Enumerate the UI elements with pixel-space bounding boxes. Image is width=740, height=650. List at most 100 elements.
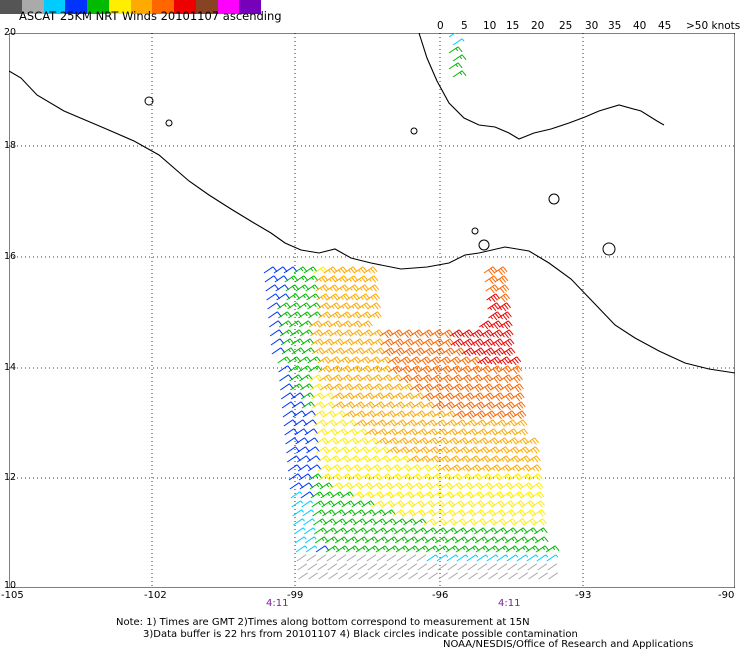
wind-barb bbox=[437, 356, 452, 366]
wind-barb bbox=[351, 401, 366, 409]
wind-barb bbox=[500, 383, 514, 393]
wind-barb bbox=[396, 446, 410, 454]
scale-swatch bbox=[0, 0, 22, 14]
wind-barb bbox=[397, 563, 408, 571]
wind-barb bbox=[546, 554, 559, 562]
wind-barb bbox=[293, 527, 306, 535]
wind-barb bbox=[445, 437, 459, 445]
wind-barb bbox=[389, 374, 403, 382]
wind-barb bbox=[465, 437, 479, 445]
wind-barb bbox=[330, 383, 344, 391]
wind-barb bbox=[416, 554, 427, 562]
wind-barb bbox=[328, 572, 338, 580]
wind-barb bbox=[345, 284, 360, 292]
island-outline bbox=[144, 96, 154, 106]
wind-barb bbox=[526, 446, 540, 454]
wind-barb bbox=[333, 266, 348, 274]
longitude-label: -105 bbox=[1, 590, 24, 601]
wind-barb bbox=[448, 365, 463, 375]
wind-barb bbox=[321, 347, 336, 355]
wind-barb bbox=[495, 284, 510, 294]
wind-barb bbox=[471, 347, 486, 357]
wind-barb bbox=[491, 401, 506, 411]
wind-barb bbox=[390, 338, 405, 348]
wind-barb bbox=[460, 392, 475, 402]
wind-barb bbox=[505, 437, 519, 445]
wind-barb bbox=[437, 464, 452, 472]
wind-barb bbox=[418, 365, 433, 375]
wind-barb bbox=[451, 347, 466, 357]
wind-barb bbox=[447, 563, 458, 571]
wind-barb bbox=[392, 410, 407, 418]
wind-barb bbox=[310, 338, 325, 346]
wind-barb bbox=[533, 518, 547, 526]
wind-barb bbox=[431, 347, 446, 357]
wind-barb bbox=[379, 374, 393, 382]
wind-barb bbox=[498, 320, 513, 330]
wind-barb bbox=[464, 428, 479, 436]
wind-barb bbox=[448, 33, 461, 38]
wind-barb bbox=[438, 365, 453, 375]
wind-barb bbox=[490, 383, 504, 393]
longitude-label: -102 bbox=[144, 590, 167, 601]
wind-barb bbox=[381, 347, 396, 357]
wind-barb bbox=[410, 338, 425, 348]
wind-barb bbox=[477, 464, 492, 472]
wind-barb bbox=[338, 320, 353, 328]
wind-barb bbox=[417, 356, 432, 366]
wind-barb bbox=[428, 365, 443, 375]
wind-barb bbox=[419, 374, 433, 384]
wind-barb bbox=[337, 302, 351, 310]
wind-barb bbox=[439, 329, 454, 339]
wind-barb bbox=[458, 365, 473, 375]
latitude-label: 14 bbox=[4, 362, 17, 373]
island-outline bbox=[165, 119, 173, 127]
wind-barb bbox=[497, 455, 511, 463]
wind-barb bbox=[459, 329, 474, 339]
wind-barb bbox=[533, 527, 548, 535]
wind-barb bbox=[486, 293, 501, 303]
scale-swatch bbox=[108, 0, 131, 14]
wind-barb bbox=[307, 563, 318, 571]
wind-barb bbox=[413, 419, 428, 427]
wind-barb bbox=[451, 401, 466, 411]
note-line-3: NOAA/NESDIS/Office of Research and Appli… bbox=[443, 639, 694, 650]
wind-barb bbox=[506, 554, 519, 562]
wind-barb bbox=[529, 482, 544, 490]
wind-barb bbox=[438, 572, 448, 580]
wind-barb bbox=[397, 356, 412, 366]
wind-barb bbox=[396, 554, 407, 562]
island-outline bbox=[548, 193, 560, 205]
wind-barb bbox=[409, 374, 423, 384]
wind-barb bbox=[489, 374, 503, 384]
wind-barb bbox=[516, 446, 530, 454]
wind-barb bbox=[470, 338, 485, 348]
wind-barb bbox=[390, 392, 405, 400]
wind-barb bbox=[437, 455, 451, 463]
wind-barb bbox=[297, 563, 308, 571]
wind-barb bbox=[348, 320, 363, 328]
wind-barb bbox=[484, 275, 499, 285]
wind-barb bbox=[369, 374, 383, 382]
wind-barb bbox=[357, 563, 368, 571]
wind-barb bbox=[302, 509, 314, 517]
wind-barb bbox=[486, 554, 499, 562]
wind-barb bbox=[304, 536, 317, 544]
wind-barb bbox=[327, 302, 341, 310]
wind-barb bbox=[527, 464, 542, 472]
wind-barb bbox=[303, 518, 315, 526]
wind-barb bbox=[401, 347, 416, 357]
wind-barb bbox=[497, 356, 512, 366]
wind-barb bbox=[527, 455, 541, 463]
wind-barb bbox=[373, 419, 388, 427]
wind-barb bbox=[325, 284, 340, 292]
wind-barb bbox=[441, 401, 456, 411]
wind-barb bbox=[374, 428, 389, 436]
wind-barb bbox=[404, 428, 419, 436]
wind-barb bbox=[478, 572, 488, 580]
wind-barb bbox=[497, 464, 512, 472]
scale-label: 15 bbox=[506, 20, 520, 32]
wind-barb bbox=[337, 563, 348, 571]
wind-barb bbox=[510, 392, 525, 402]
wind-barb bbox=[406, 554, 417, 562]
